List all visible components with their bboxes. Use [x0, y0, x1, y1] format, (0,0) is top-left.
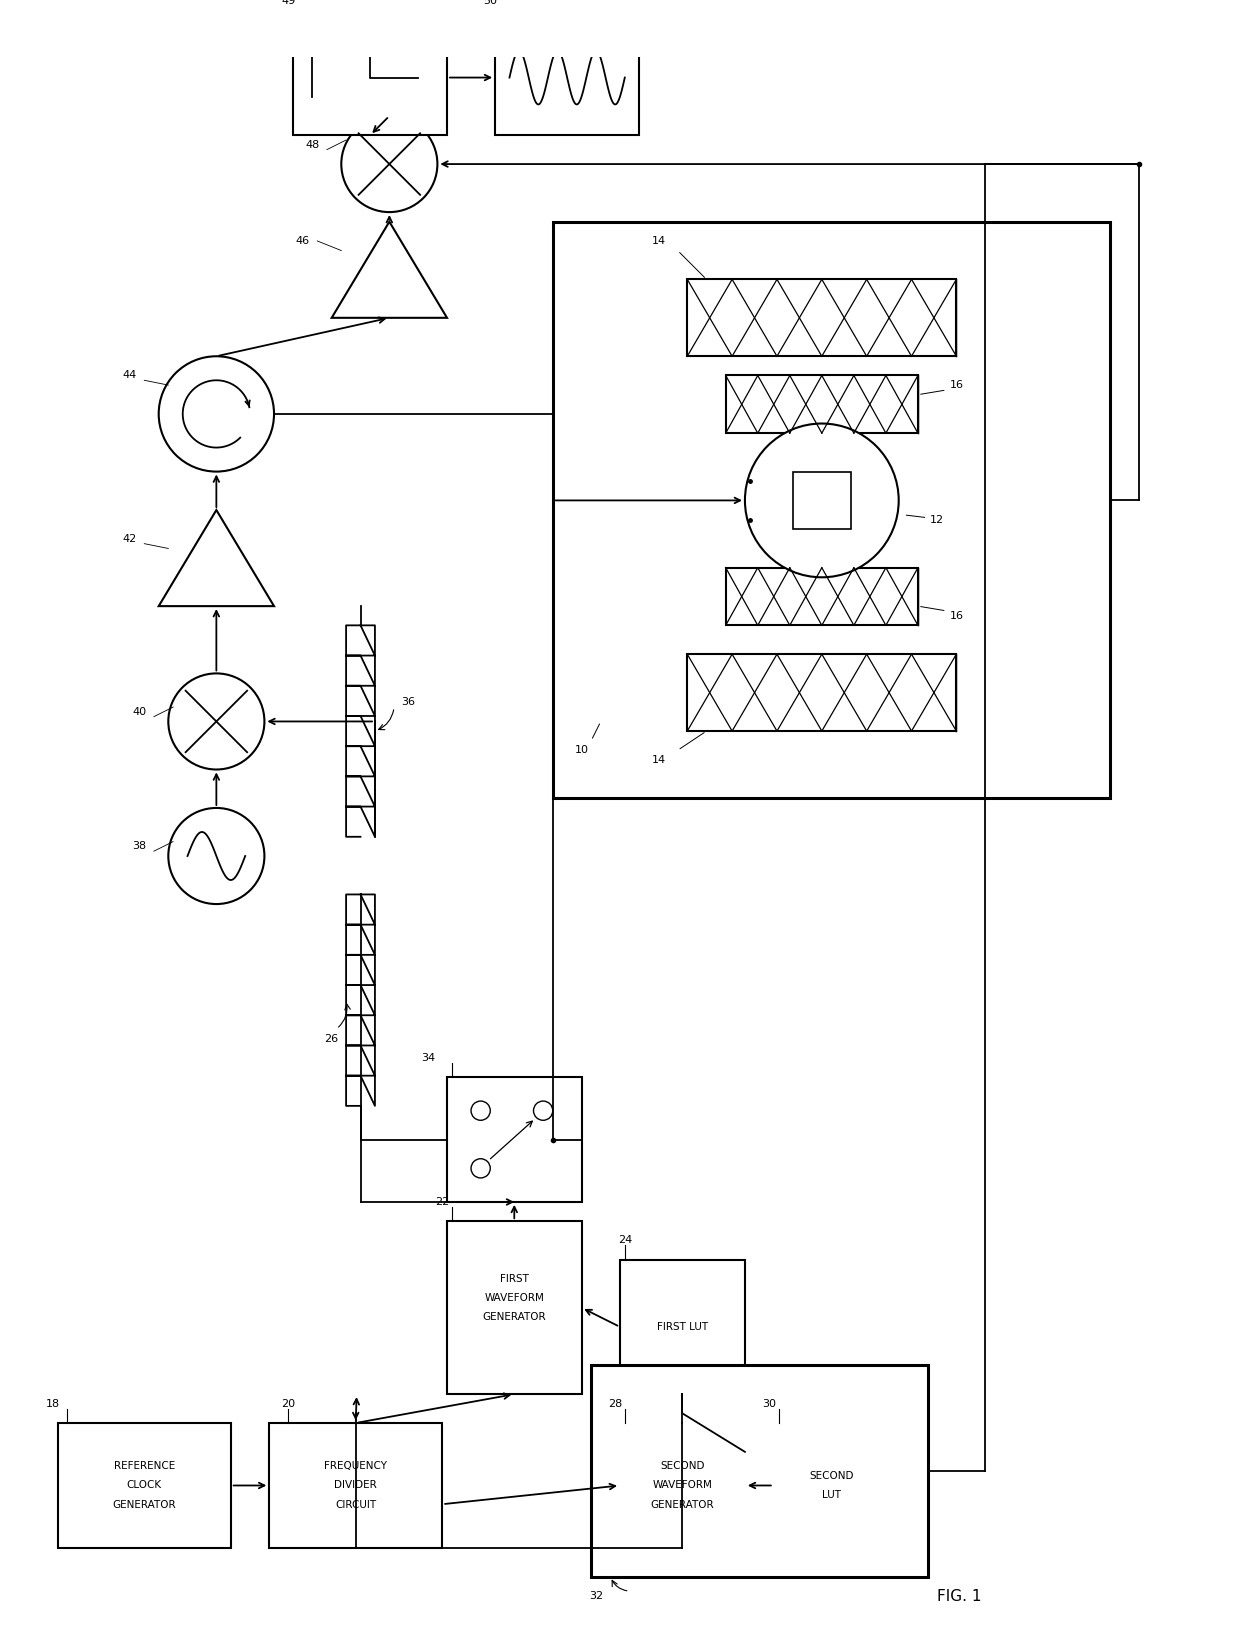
Text: DIVIDER: DIVIDER [335, 1481, 377, 1491]
Text: CIRCUIT: CIRCUIT [335, 1499, 376, 1509]
Bar [725, 568, 918, 626]
Bar [687, 279, 956, 357]
Text: 42: 42 [123, 533, 136, 543]
Text: GENERATOR: GENERATOR [651, 1499, 714, 1509]
Bar [620, 1260, 745, 1393]
Text: FIRST: FIRST [500, 1275, 528, 1284]
Circle shape [169, 807, 264, 905]
Text: 14: 14 [651, 755, 666, 764]
Bar [687, 654, 956, 731]
Text: 28: 28 [608, 1398, 622, 1408]
Text: WAVEFORM: WAVEFORM [485, 1293, 544, 1303]
Circle shape [471, 1159, 490, 1177]
Bar [446, 1076, 582, 1202]
Text: 32: 32 [589, 1592, 603, 1601]
Text: 36: 36 [402, 697, 415, 707]
Text: 20: 20 [281, 1398, 295, 1408]
Text: WAVEFORM: WAVEFORM [652, 1481, 713, 1491]
Text: 34: 34 [420, 1053, 435, 1063]
Circle shape [159, 357, 274, 472]
Bar [269, 1423, 443, 1549]
Text: 12: 12 [930, 515, 944, 525]
Text: 18: 18 [46, 1398, 60, 1408]
Bar [293, 20, 446, 135]
Text: 26: 26 [325, 1034, 339, 1043]
Bar [725, 375, 918, 433]
Bar [553, 221, 1110, 799]
Bar [591, 1365, 928, 1577]
Text: 44: 44 [123, 370, 136, 380]
Text: SECOND: SECOND [660, 1461, 704, 1471]
Text: GENERATOR: GENERATOR [113, 1499, 176, 1509]
Text: 49: 49 [281, 0, 295, 5]
Text: 16: 16 [950, 611, 963, 621]
Text: 40: 40 [133, 707, 146, 717]
Bar [620, 1423, 745, 1549]
Circle shape [169, 674, 264, 769]
Text: 38: 38 [133, 842, 146, 852]
Text: 16: 16 [950, 380, 963, 390]
Text: 24: 24 [618, 1235, 632, 1245]
Text: REFERENCE: REFERENCE [114, 1461, 175, 1471]
Text: LUT: LUT [822, 1491, 841, 1501]
Text: 48: 48 [305, 140, 320, 150]
Bar [794, 472, 851, 530]
Text: 50: 50 [484, 0, 497, 5]
Text: 10: 10 [574, 745, 589, 755]
Text: 30: 30 [761, 1398, 776, 1408]
Text: FIRST LUT: FIRST LUT [657, 1322, 708, 1332]
Text: 14: 14 [651, 236, 666, 246]
Text: GENERATOR: GENERATOR [482, 1313, 546, 1322]
Circle shape [341, 116, 438, 211]
Circle shape [533, 1101, 553, 1121]
Bar [774, 1423, 889, 1549]
Text: FIG. 1: FIG. 1 [937, 1588, 982, 1603]
Circle shape [745, 424, 899, 578]
Circle shape [471, 1101, 490, 1121]
Text: CLOCK: CLOCK [126, 1481, 162, 1491]
Text: 22: 22 [435, 1197, 449, 1207]
Text: 46: 46 [296, 236, 310, 246]
Bar [495, 20, 640, 135]
Text: SECOND: SECOND [810, 1471, 853, 1481]
Text: FREQUENCY: FREQUENCY [324, 1461, 387, 1471]
Bar [58, 1423, 231, 1549]
Bar [446, 1222, 582, 1393]
